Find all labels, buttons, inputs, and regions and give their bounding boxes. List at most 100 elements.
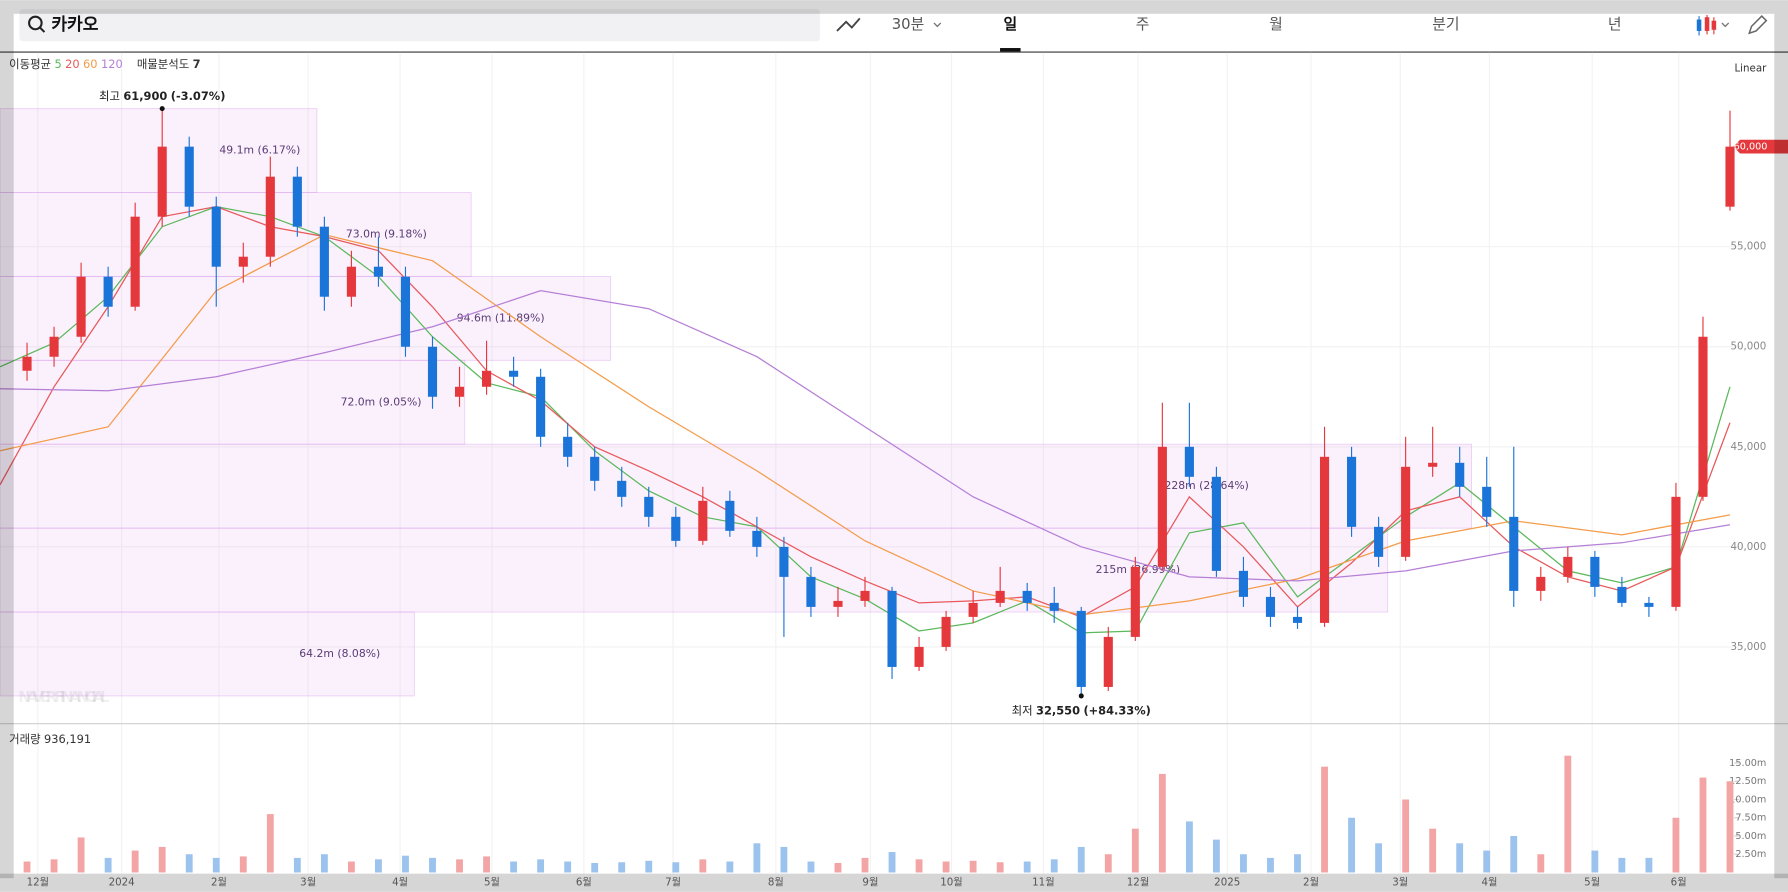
candle-body — [1319, 456, 1330, 623]
volume-bar — [1699, 777, 1707, 873]
y-tick-label: 40,000 — [1730, 541, 1766, 553]
x-tick-label: 2월 — [211, 877, 227, 889]
x-tick-label: 3월 — [300, 877, 316, 889]
volume-tick-label: 2.50m — [1735, 849, 1766, 860]
candle-body — [752, 530, 762, 547]
moving-average-line — [0, 234, 1731, 616]
volume-bar — [672, 862, 680, 873]
profile-legend-count: 7 — [193, 56, 201, 70]
frame-left — [0, 13, 14, 879]
candle-body — [1292, 616, 1303, 623]
volume-bar — [1348, 817, 1355, 873]
scale-toggle[interactable]: Linear — [1734, 63, 1767, 75]
volume-bar — [1321, 766, 1328, 873]
volume-bar — [1077, 846, 1085, 873]
volume-legend: 거래량 936,191 — [9, 732, 91, 746]
profile-legend-label: 매물분석도 — [137, 56, 189, 70]
volume-bar — [1618, 857, 1626, 873]
candle-body — [482, 370, 492, 387]
y-tick-label: 55,000 — [1730, 241, 1766, 253]
volume-last: 936,191 — [44, 732, 91, 746]
profile-band — [0, 275, 612, 361]
volume-bar — [429, 857, 436, 873]
extreme-change: (+84.33%) — [1083, 703, 1150, 717]
moving-average-line — [0, 290, 1731, 582]
candle-body — [644, 496, 654, 517]
x-tick-label: 12월 — [27, 877, 49, 889]
volume-bar — [645, 860, 653, 873]
volume-tick-label: 5.00m — [1735, 831, 1766, 842]
search-box[interactable] — [19, 9, 820, 42]
candle-body — [563, 436, 573, 457]
candle-body — [1509, 516, 1519, 591]
candle-body — [968, 602, 978, 617]
chart-type-icon[interactable] — [1696, 14, 1730, 36]
volume-bar — [1564, 755, 1572, 873]
last-price-label: 60,000 — [1734, 142, 1768, 153]
interval-select[interactable]: 30분 — [892, 16, 924, 33]
extreme-value: 61,900 — [123, 89, 167, 103]
ma-legend-entry: 5 — [54, 56, 61, 70]
volume-bar — [266, 814, 274, 873]
x-tick-label: 6월 — [576, 877, 592, 889]
volume-bar — [834, 862, 842, 873]
volume-bar — [239, 856, 247, 873]
extreme-marker — [159, 106, 165, 112]
volume-bar — [1185, 821, 1193, 873]
volume-bar — [591, 862, 599, 873]
x-tick-label: 6월 — [1671, 877, 1687, 889]
icon-body — [1696, 19, 1702, 31]
chevron — [1721, 22, 1730, 28]
volume-bar — [1510, 835, 1518, 873]
period-tab[interactable]: 분기 — [1432, 16, 1459, 33]
profile-band — [0, 611, 415, 697]
x-tick-label: 4월 — [392, 877, 408, 889]
period-tab[interactable]: 년 — [1608, 16, 1622, 33]
x-tick-label: 5월 — [484, 877, 500, 889]
candle-body — [238, 256, 248, 267]
volume-bar — [1158, 773, 1166, 873]
volume-tick-label: 12.50m — [1729, 776, 1766, 787]
volume-bar — [537, 859, 545, 873]
x-tick-label: 8월 — [768, 877, 784, 889]
candle-body — [1455, 462, 1465, 487]
volume-bar — [185, 854, 193, 873]
extreme-prefix: 최저 — [1012, 703, 1033, 717]
draw-icon[interactable] — [1748, 15, 1768, 35]
volume-bar — [1267, 857, 1274, 873]
volume-bar — [212, 857, 220, 873]
search-text[interactable]: 카카오 — [51, 15, 98, 35]
candle-body — [1157, 446, 1167, 567]
volume-bar — [320, 854, 328, 873]
search-icon-handle — [39, 26, 46, 33]
extreme-marker — [1078, 693, 1084, 699]
candle-body — [1184, 446, 1194, 477]
candle-body — [157, 146, 167, 217]
candle-body — [941, 616, 951, 647]
volume-bar — [753, 843, 761, 873]
volume-bar — [347, 861, 355, 873]
profile-band — [0, 192, 472, 277]
icon-body — [1704, 17, 1710, 31]
extreme-change: (-3.07%) — [171, 89, 226, 103]
volume-bar — [1240, 854, 1247, 873]
volume-bar — [456, 859, 463, 873]
x-tick-label: 3월 — [1392, 877, 1408, 889]
candle-body — [211, 206, 221, 267]
indicator-icon[interactable] — [836, 17, 861, 32]
candle-body — [1401, 466, 1411, 557]
x-tick-label: 5월 — [1584, 877, 1600, 889]
toolbar: 카카오 30분 일 주 월 분기 년 — [0, 9, 1788, 53]
volume-bar — [1726, 781, 1734, 873]
profile-label: 72.0m (9.05%) — [341, 395, 422, 408]
period-tab[interactable]: 주 — [1136, 16, 1150, 33]
volume-bar — [23, 861, 31, 873]
extreme-value: 32,550 — [1036, 703, 1080, 717]
period-tab[interactable]: 월 — [1269, 16, 1283, 33]
period-tab[interactable]: 일 — [1003, 16, 1017, 33]
volume-bar — [726, 861, 734, 873]
volume-tick-label: 15.00m — [1729, 758, 1766, 769]
volume-bar — [618, 862, 626, 873]
profile-legend[interactable]: 매물분석도 7 — [137, 56, 201, 70]
